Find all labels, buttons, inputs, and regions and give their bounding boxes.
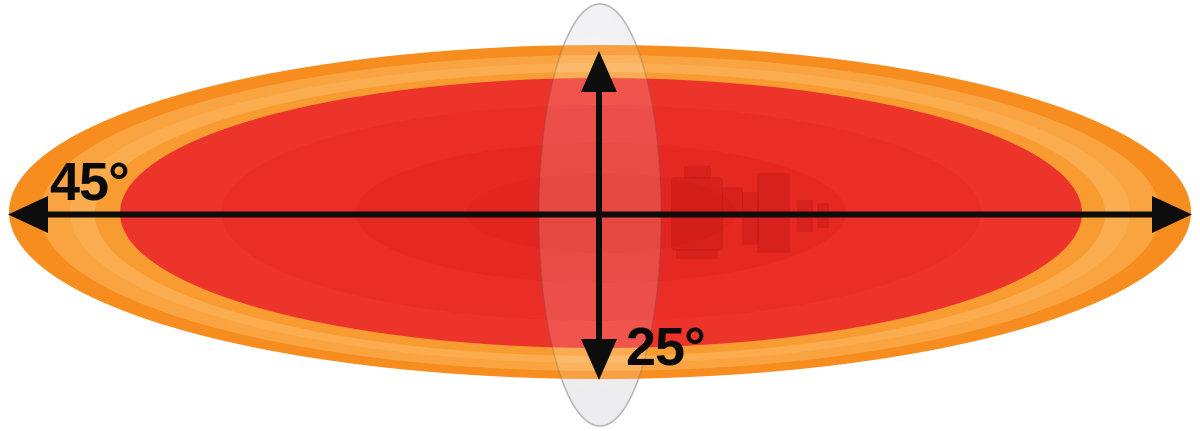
horizontal-arrow-head-left [8,196,48,233]
horizontal-arrow-head-right [1152,196,1192,233]
vertical-arrow-head-up [581,51,617,92]
fixture-knob [684,166,711,179]
fixture-base-flange [676,249,718,259]
horizontal-angle-label: 45° [50,152,130,212]
fixture-side-nub [722,187,743,215]
vertical-arrow-shaft [596,82,602,350]
vertical-arrow-head-down [581,339,617,380]
fixture-bracket-arm [742,192,759,245]
vertical-angle-label: 25° [626,317,706,377]
vertical-beam-arrow [581,51,617,380]
